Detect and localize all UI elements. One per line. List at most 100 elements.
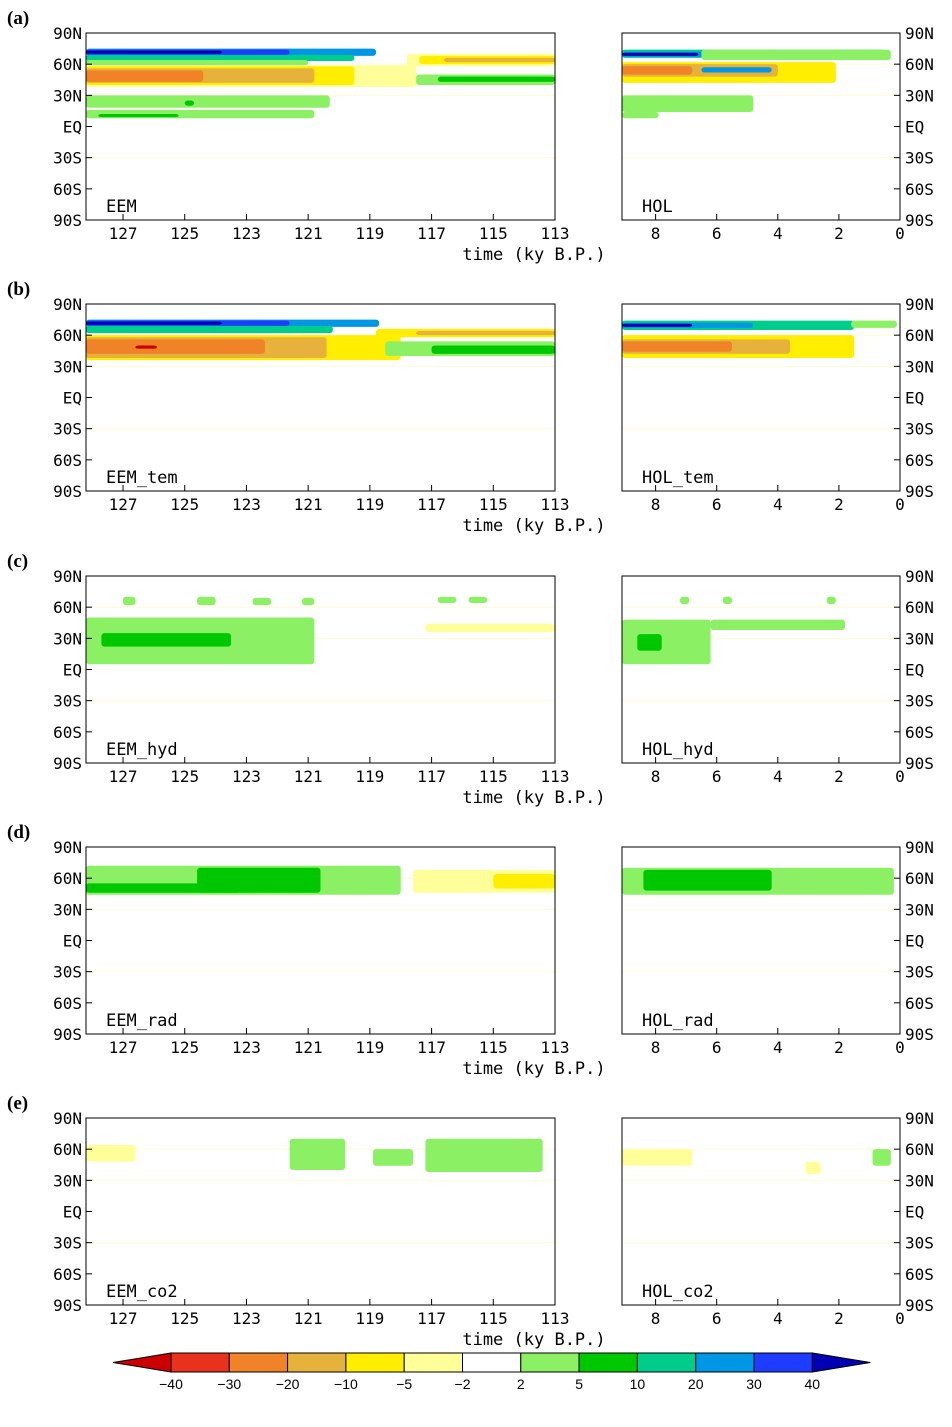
x-tick-label: 127 bbox=[109, 767, 138, 786]
x-tick-label: 113 bbox=[541, 224, 570, 243]
y-tick-label: 30N bbox=[905, 86, 934, 105]
x-tick-label: 117 bbox=[417, 224, 446, 243]
x-tick-label: 117 bbox=[417, 1309, 446, 1328]
contour-band bbox=[86, 883, 241, 893]
y-tick-label: 90N bbox=[905, 1109, 934, 1128]
contour-band bbox=[86, 321, 222, 325]
y-tick-label: 90N bbox=[905, 24, 934, 43]
contour-band bbox=[86, 95, 330, 108]
y-tick-label: 30S bbox=[905, 963, 934, 982]
y-tick-label: 60N bbox=[53, 869, 82, 888]
x-tick-label: 0 bbox=[895, 767, 905, 786]
x-tick-label: 127 bbox=[109, 1038, 138, 1057]
colorbar-segment bbox=[578, 1352, 638, 1373]
contour-band bbox=[123, 596, 136, 606]
contour-band bbox=[851, 320, 897, 328]
colorbar-segment bbox=[170, 1352, 230, 1373]
contour-band bbox=[416, 331, 555, 336]
x-tick-label: 121 bbox=[294, 1309, 323, 1328]
contour-band bbox=[710, 619, 846, 631]
x-tick-label: 6 bbox=[712, 224, 722, 243]
contour-band bbox=[722, 596, 732, 605]
x-tick-label: 2 bbox=[834, 224, 844, 243]
y-tick-label: 90S bbox=[905, 482, 934, 501]
y-tick-label: 90N bbox=[53, 1109, 82, 1128]
contour-band bbox=[805, 1161, 821, 1175]
x-tick-label: 8 bbox=[651, 495, 661, 514]
x-tick-label: 113 bbox=[541, 767, 570, 786]
y-tick-label: 60S bbox=[53, 1265, 82, 1284]
x-tick-label: 121 bbox=[294, 495, 323, 514]
y-tick-label: 30N bbox=[53, 629, 82, 648]
y-tick-label: 60N bbox=[53, 598, 82, 617]
contour-band bbox=[135, 345, 157, 349]
plot-background bbox=[622, 304, 900, 491]
contour-band bbox=[289, 1138, 346, 1170]
y-tick-label: 90S bbox=[53, 1025, 82, 1044]
x-tick-label: 6 bbox=[712, 767, 722, 786]
y-tick-label: EQ bbox=[63, 389, 82, 408]
eem-panel-1: 90N 60N 30N EQ 30S 60S 90S 127 125 123 121 119 117 11… bbox=[53, 24, 569, 243]
x-tick-label: 8 bbox=[651, 224, 661, 243]
y-tick-label: 60S bbox=[53, 994, 82, 1013]
x-tick-label: 4 bbox=[773, 1038, 783, 1057]
x-tick-label: 115 bbox=[479, 224, 508, 243]
contour-band bbox=[86, 339, 265, 354]
x-tick-label: 119 bbox=[355, 1038, 384, 1057]
x-tick-label: 117 bbox=[417, 1038, 446, 1057]
x-tick-label: 115 bbox=[479, 495, 508, 514]
y-tick-label: 90S bbox=[905, 1296, 934, 1315]
y-tick-label: 30S bbox=[53, 692, 82, 711]
contour-band bbox=[637, 634, 662, 651]
y-tick-label: 90S bbox=[53, 482, 82, 501]
x-tick-label: 119 bbox=[355, 495, 384, 514]
x-tick-label: 4 bbox=[773, 495, 783, 514]
y-tick-label: 30N bbox=[53, 86, 82, 105]
x-axis-label: time (ky B.P.) bbox=[462, 245, 605, 265]
experiment-label: EEM_co2 bbox=[106, 1282, 178, 1302]
x-tick-label: 6 bbox=[712, 1309, 722, 1328]
x-tick-label: 123 bbox=[232, 495, 261, 514]
colorbar-segment bbox=[345, 1352, 405, 1373]
contour-band bbox=[301, 597, 315, 606]
contour-band bbox=[622, 95, 754, 112]
x-tick-label: 6 bbox=[712, 495, 722, 514]
eem-panel-3: 90N 60N 30N EQ 30S 60S 90S 127 125 123 121 119 117 11… bbox=[53, 567, 569, 786]
x-tick-label: 119 bbox=[355, 1309, 384, 1328]
y-tick-label: 90N bbox=[905, 295, 934, 314]
y-tick-label: 90N bbox=[53, 567, 82, 586]
colorbar-segment bbox=[403, 1352, 464, 1373]
experiment-label: HOL_tem bbox=[642, 468, 714, 488]
colorbar-tick-label: 30 bbox=[746, 1376, 762, 1392]
contour-band bbox=[622, 341, 732, 352]
panel-letter: (d) bbox=[7, 822, 30, 843]
y-tick-label: 30S bbox=[905, 149, 934, 168]
contour-band bbox=[86, 60, 309, 66]
contour-band bbox=[701, 67, 772, 73]
colorbar-tick-label: −30 bbox=[217, 1376, 241, 1392]
contour-band bbox=[86, 1145, 136, 1162]
y-tick-label: 30S bbox=[905, 420, 934, 439]
y-tick-label: 90N bbox=[53, 838, 82, 857]
y-tick-label: 90S bbox=[905, 754, 934, 773]
experiment-label: EEM_rad bbox=[106, 1011, 178, 1031]
y-tick-label: 90S bbox=[53, 211, 82, 230]
y-tick-label: 90S bbox=[905, 211, 934, 230]
eem-panel-2: 90N 60N 30N EQ 30S 60S 90S 127 125 123 121 119 117 11… bbox=[53, 295, 569, 514]
contour-band bbox=[622, 52, 699, 56]
y-tick-label: 30S bbox=[53, 420, 82, 439]
x-tick-label: 8 bbox=[651, 1309, 661, 1328]
contour-band bbox=[701, 49, 891, 61]
hol-panel-1: 90N 60N 30N EQ 30S 60S 90S 8 6 4 2 0 HOL bbox=[621, 24, 934, 243]
y-tick-label: 30S bbox=[53, 149, 82, 168]
y-tick-label: 60N bbox=[905, 869, 934, 888]
y-tick-label: 60S bbox=[53, 180, 82, 199]
experiment-label: HOL_rad bbox=[642, 1011, 714, 1031]
y-tick-label: 90N bbox=[905, 567, 934, 586]
y-tick-label: 60N bbox=[53, 55, 82, 74]
y-tick-label: 60S bbox=[53, 723, 82, 742]
colorbar-extend-high bbox=[811, 1352, 871, 1373]
x-tick-label: 117 bbox=[417, 495, 446, 514]
x-tick-label: 4 bbox=[773, 767, 783, 786]
y-tick-label: 30S bbox=[53, 963, 82, 982]
